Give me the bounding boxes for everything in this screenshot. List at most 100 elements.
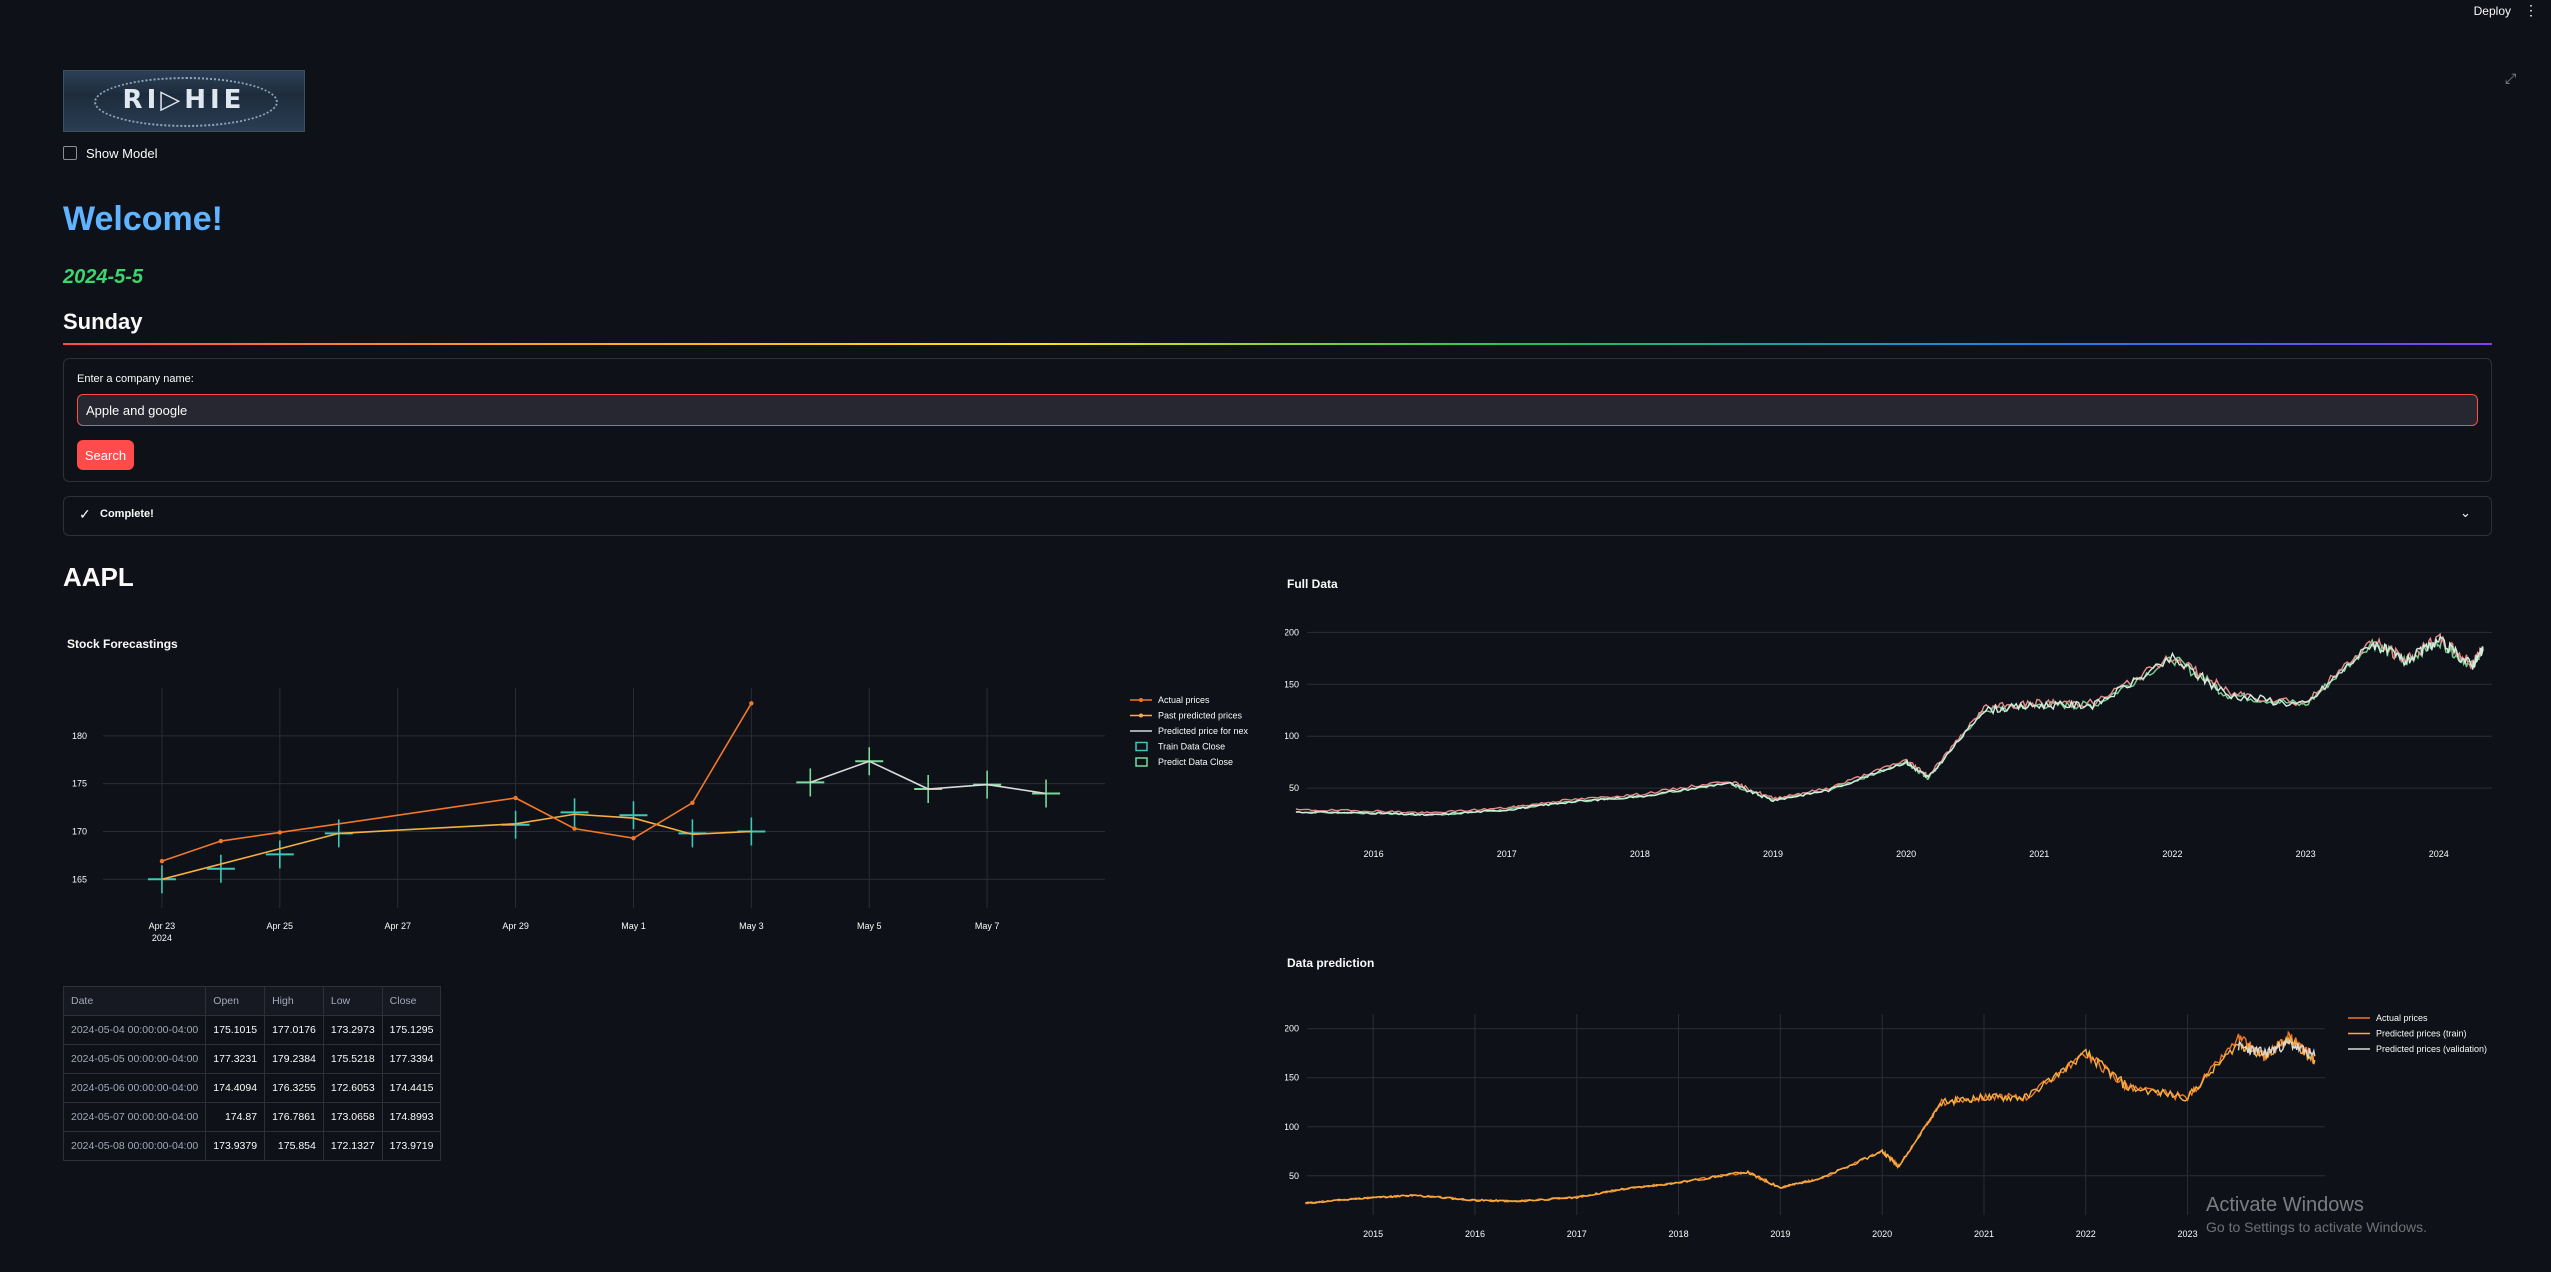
table-cell: 177.3231 <box>205 1044 266 1074</box>
y-tick-label: 200 <box>1285 627 1299 637</box>
show-model-label: Show Model <box>86 145 158 161</box>
x-tick-label: 2017 <box>1567 1229 1587 1239</box>
x-tick-label: 2015 <box>1363 1229 1383 1239</box>
activate-windows-title: Activate Windows <box>2206 1194 2364 1216</box>
chevron-down-icon[interactable]: ⌄ <box>2460 505 2471 520</box>
x-tick-label: May 5 <box>857 921 882 931</box>
top-bar: Deploy ⋮ <box>0 0 2551 22</box>
kebab-menu-icon[interactable]: ⋮ <box>2524 2 2538 18</box>
forecast-chart[interactable]: Apr 23 Apr 25 Apr 27 Apr 29 May 1 May 3 May 5 M… <box>63 660 1248 950</box>
y-tick-label: 100 <box>1285 1122 1299 1132</box>
table-cell: 174.4094 <box>205 1073 266 1103</box>
legend-label: Predicted price for next day <box>1158 726 1248 736</box>
checkbox-box[interactable] <box>63 146 77 160</box>
validation-predicted-line <box>2237 1038 2316 1060</box>
deploy-button[interactable]: Deploy <box>2473 4 2511 18</box>
y-tick-label: 50 <box>1289 1171 1299 1181</box>
rainbow-divider <box>63 343 2492 345</box>
y-tick-label: 170 <box>72 826 87 836</box>
table-header-cell[interactable]: Open <box>205 986 266 1016</box>
legend-marker <box>1139 698 1143 702</box>
table-row[interactable]: 2024-05-06 00:00:00-04:00 174.4094 176.325… <box>62 1073 442 1103</box>
forecast-title: Stock Forecastings <box>67 637 178 651</box>
x-tick-label: May 3 <box>739 921 764 931</box>
actual-price-line-point <box>513 795 518 801</box>
legend-label: Train Data Close <box>1158 742 1225 752</box>
x-tick-label: May 1 <box>621 921 646 931</box>
table-header-row: Date Open High Low Close <box>62 986 442 1016</box>
full-data-chart[interactable]: 50 100 150 200 2016 2017 2018 2019 2020 2021 2022 2… <box>1285 620 2493 870</box>
table-cell: 177.3394 <box>381 1044 442 1074</box>
fullscreen-icon[interactable]: ⤢ <box>2505 70 2517 86</box>
actual-price-line-point <box>159 858 165 864</box>
x-tick-label: 2016 <box>1465 1229 1485 1239</box>
table-cell: 2024-05-06 00:00:00-04:00 <box>62 1073 207 1103</box>
table-row[interactable]: 2024-05-08 00:00:00-04:00 173.9379 175.854… <box>62 1131 442 1161</box>
status-expander[interactable] <box>63 496 2492 536</box>
table-cell: 174.87 <box>205 1102 266 1132</box>
legend-swatch <box>1135 757 1148 767</box>
logo-ring <box>94 77 278 127</box>
x-year-label: 2024 <box>152 933 172 943</box>
search-form <box>63 358 2492 482</box>
table-cell: 173.9719 <box>381 1131 442 1161</box>
search-button[interactable]: Search <box>77 440 134 470</box>
y-tick-label: 150 <box>1285 1073 1299 1083</box>
table-cell: 173.9379 <box>205 1131 266 1161</box>
company-input-label: Enter a company name: <box>77 373 194 385</box>
actual-price-line <box>1305 1030 2316 1205</box>
actual-price-line-point <box>690 800 695 805</box>
legend-label: Predicted prices (validation) <box>2376 1044 2487 1054</box>
table-header-cell[interactable]: High <box>264 986 324 1016</box>
prediction-chart[interactable]: 50 100 150 200 2015 2016 2017 2018 2019 2020 2021 2… <box>1285 1000 2493 1250</box>
x-tick-label: Apr 27 <box>384 921 411 931</box>
legend-label: Predicted prices (train) <box>2376 1029 2467 1039</box>
legend-label: Predict Data Close <box>1158 757 1233 767</box>
weekday-heading: Sunday <box>63 309 143 334</box>
x-tick-label: 2018 <box>1630 849 1650 859</box>
table-cell: 177.0176 <box>264 1015 324 1045</box>
table-header-cell[interactable]: Close <box>381 986 442 1016</box>
actual-price-line-point <box>218 838 224 844</box>
actual-price-line-point <box>277 830 283 835</box>
table-cell: 2024-05-08 00:00:00-04:00 <box>62 1131 207 1161</box>
y-tick-label: 175 <box>72 779 87 789</box>
table-cell: 173.2973 <box>322 1015 383 1045</box>
logo: RI▷HIE <box>63 70 305 132</box>
x-tick-label: 2023 <box>2296 849 2316 859</box>
ticker-heading: AAPL <box>63 562 134 592</box>
table-cell: 2024-05-04 00:00:00-04:00 <box>62 1015 207 1045</box>
full-data-title: Full Data <box>1287 577 1338 591</box>
table-row[interactable]: 2024-05-07 00:00:00-04:00 174.87 176.7861 1… <box>62 1102 442 1132</box>
x-tick-label: 2018 <box>1669 1229 1689 1239</box>
table-cell: 2024-05-05 00:00:00-04:00 <box>62 1044 207 1074</box>
table-header-cell[interactable]: Low <box>322 986 383 1016</box>
x-tick-label: 2020 <box>1896 849 1916 859</box>
table-cell: 172.1327 <box>322 1131 383 1161</box>
company-input[interactable] <box>77 394 2478 426</box>
table-row[interactable]: 2024-05-05 00:00:00-04:00 177.3231 179.238… <box>62 1044 442 1074</box>
table-header-cell[interactable]: Date <box>62 986 207 1016</box>
table-body: 2024-05-04 00:00:00-04:00 175.1015 177.017… <box>62 1015 442 1161</box>
table-cell: 2024-05-07 00:00:00-04:00 <box>62 1102 207 1132</box>
legend-marker <box>1139 713 1143 718</box>
table-cell: 176.3255 <box>264 1073 324 1103</box>
table-row[interactable]: 2024-05-04 00:00:00-04:00 175.1015 177.017… <box>62 1015 442 1045</box>
full-data-line <box>1295 635 2484 817</box>
actual-price-line-point <box>631 835 636 841</box>
y-tick-label: 180 <box>72 731 87 741</box>
table-cell: 176.7861 <box>264 1102 324 1132</box>
full-data-candles-green <box>1295 638 2484 817</box>
x-tick-label: Apr 23 <box>149 921 176 931</box>
activate-windows-subtitle: Go to Settings to activate Windows. <box>2206 1219 2427 1235</box>
prediction-title: Data prediction <box>1287 956 1375 970</box>
table-cell: 175.854 <box>264 1131 324 1161</box>
table-cell: 175.1295 <box>381 1015 442 1045</box>
x-tick-label: 2019 <box>1763 849 1783 859</box>
y-tick-label: 150 <box>1285 679 1299 689</box>
show-model-checkbox[interactable]: Show Model <box>63 144 158 162</box>
x-tick-label: May 7 <box>975 921 1000 931</box>
x-tick-label: 2019 <box>1770 1229 1790 1239</box>
table-cell: 173.0658 <box>322 1102 383 1132</box>
actual-price-line <box>161 702 753 862</box>
